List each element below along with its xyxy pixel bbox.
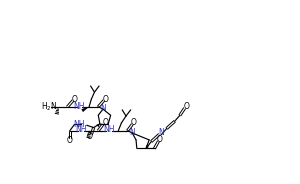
Polygon shape <box>146 145 149 148</box>
Text: O: O <box>67 136 73 145</box>
Text: O: O <box>87 132 93 141</box>
Text: O: O <box>131 118 137 128</box>
Text: N: N <box>100 104 106 113</box>
Text: O: O <box>102 118 108 128</box>
Text: N: N <box>159 128 164 137</box>
Text: O: O <box>102 95 108 104</box>
Text: NH: NH <box>75 125 86 134</box>
Polygon shape <box>81 107 89 112</box>
Text: N: N <box>129 128 135 137</box>
Text: O: O <box>71 95 77 104</box>
Polygon shape <box>96 124 100 127</box>
Text: O: O <box>184 102 190 111</box>
Text: NH: NH <box>73 102 85 111</box>
Text: H$_2$N: H$_2$N <box>41 100 58 113</box>
Text: O: O <box>157 135 163 144</box>
Text: NH: NH <box>73 120 85 129</box>
Text: NH: NH <box>103 125 115 134</box>
